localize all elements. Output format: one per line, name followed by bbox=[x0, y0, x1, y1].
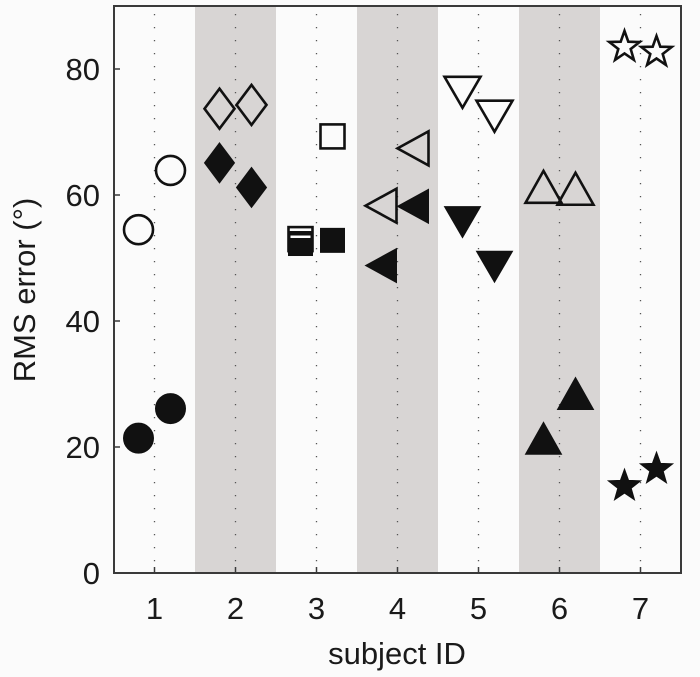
triangle-down-marker bbox=[443, 206, 482, 239]
triangle-left-marker bbox=[394, 129, 430, 168]
diamond-marker bbox=[202, 86, 237, 131]
circle-marker bbox=[122, 213, 155, 246]
x-tick-label: 7 bbox=[632, 591, 649, 626]
shaded-band bbox=[195, 6, 276, 573]
shaded-band bbox=[519, 6, 600, 573]
circle-marker bbox=[155, 393, 186, 425]
triangle-left-marker bbox=[362, 186, 398, 225]
x-tick-label: 4 bbox=[389, 591, 406, 626]
square-marker bbox=[319, 123, 346, 150]
x-axis-ticks: 1 2 3 4 5 6 7 bbox=[146, 567, 649, 626]
square-marker bbox=[320, 227, 345, 253]
triangle-up-marker bbox=[556, 376, 595, 410]
triangle-down-marker bbox=[475, 250, 514, 284]
x-tick-label: 3 bbox=[308, 591, 325, 626]
y-axis-ticks: 0 20 40 60 80 bbox=[66, 52, 120, 591]
triangle-up-marker bbox=[523, 168, 564, 205]
y-tick-label: 60 bbox=[66, 178, 100, 213]
triangle-down-marker bbox=[474, 99, 515, 135]
triangle-up-marker bbox=[524, 421, 563, 455]
star-marker bbox=[605, 26, 644, 64]
star-marker bbox=[637, 32, 676, 69]
overlap-highlight bbox=[290, 235, 311, 239]
triangle-down-marker bbox=[442, 75, 483, 111]
y-tick-label: 80 bbox=[66, 52, 100, 87]
x-tick-label: 5 bbox=[470, 591, 487, 626]
diamond-marker bbox=[203, 142, 236, 184]
shaded-band bbox=[357, 6, 438, 573]
x-tick-label: 6 bbox=[551, 591, 568, 626]
square-marker bbox=[288, 231, 313, 257]
y-tick-label: 20 bbox=[66, 430, 100, 465]
diamond-marker bbox=[235, 166, 268, 209]
data-markers bbox=[122, 26, 676, 501]
triangle-up-marker bbox=[555, 170, 596, 207]
diamond-marker bbox=[234, 82, 269, 128]
circle-marker bbox=[154, 154, 187, 187]
star-marker bbox=[638, 450, 675, 484]
y-axis-label: RMS error (°) bbox=[7, 198, 42, 383]
star-marker bbox=[606, 467, 643, 501]
x-axis-label: subject ID bbox=[328, 636, 466, 671]
x-tick-label: 2 bbox=[227, 591, 244, 626]
circle-marker bbox=[123, 422, 154, 454]
y-tick-label: 40 bbox=[66, 304, 100, 339]
triangle-left-marker bbox=[364, 247, 397, 284]
triangle-left-marker bbox=[396, 188, 429, 225]
y-tick-label: 0 bbox=[83, 556, 100, 591]
x-tick-label: 1 bbox=[146, 591, 163, 626]
